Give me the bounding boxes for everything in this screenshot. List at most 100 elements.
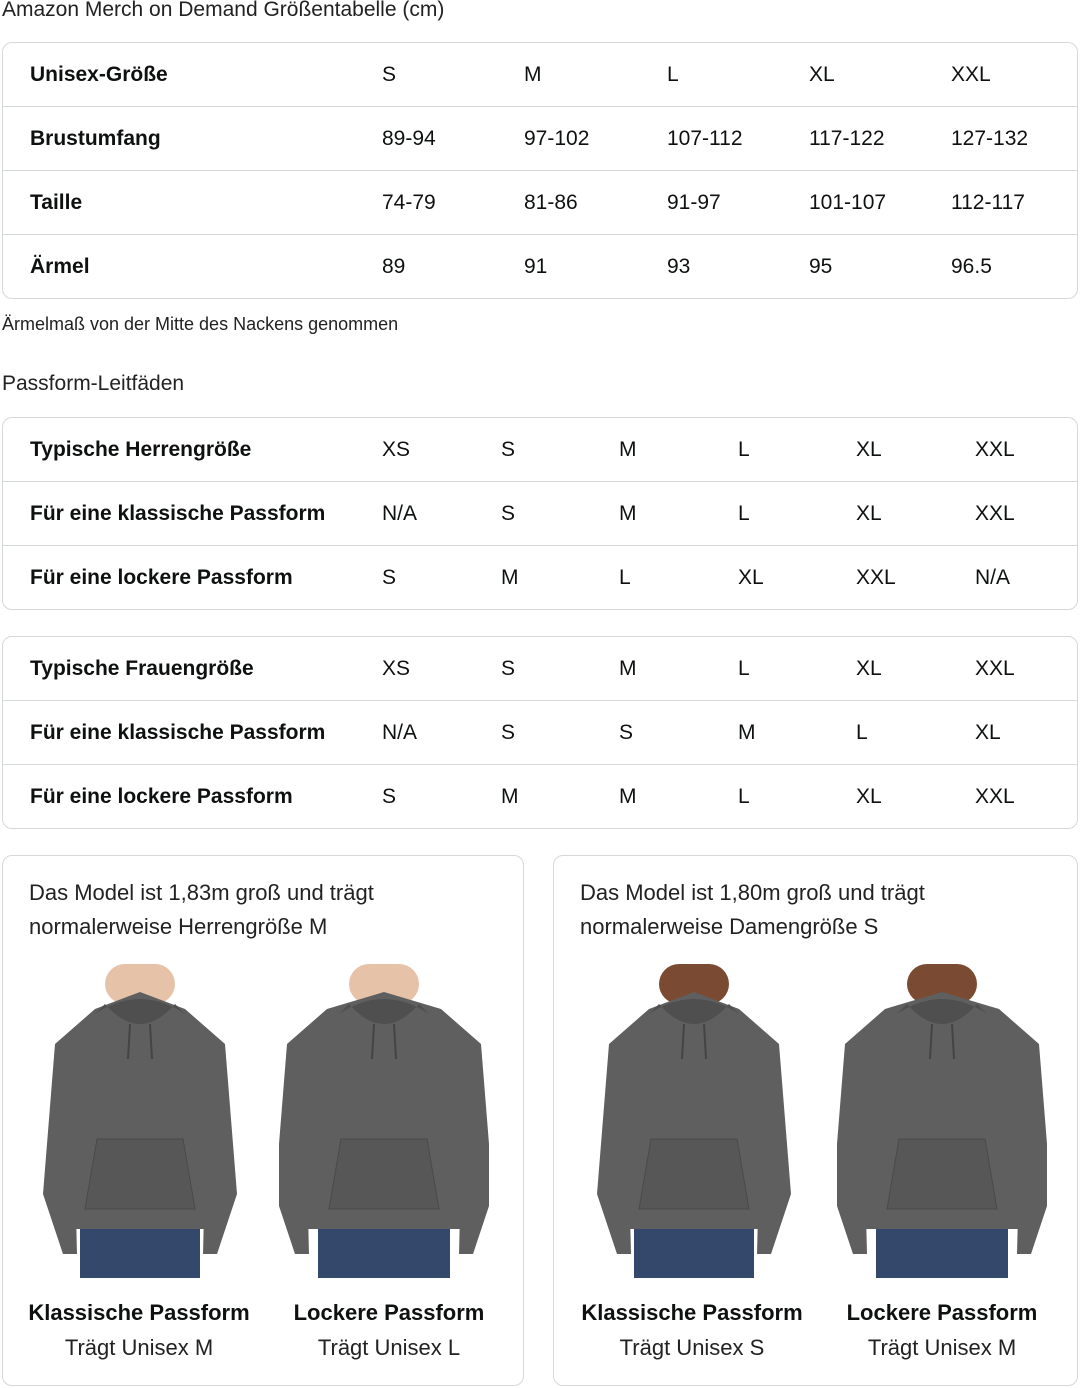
table-cell: S <box>501 656 516 680</box>
hoodie-body <box>43 992 237 1254</box>
table-cell: N/A <box>975 565 1011 589</box>
table-cell: 95 <box>809 254 833 278</box>
table-cell: S <box>501 437 516 461</box>
kangaroo-pocket <box>886 1138 998 1210</box>
fit-name: Klassische Passform <box>581 1300 803 1325</box>
fit-wears: Trägt Unisex M <box>64 1335 214 1360</box>
table-cell: 107-112 <box>667 126 743 150</box>
table-cell: 93 <box>667 254 691 278</box>
fit-wears: Trägt Unisex S <box>619 1335 765 1360</box>
table-row: Für eine klassische Passform N/A S S M L XL <box>3 700 1077 764</box>
table-cell: L <box>738 656 750 680</box>
table-row: Für eine lockere Passform S M L XL XXL N/A <box>3 545 1077 609</box>
table-cell: L <box>856 720 868 744</box>
table-cell: 112-117 <box>951 190 1025 214</box>
model-description: Das Model ist 1,80m groß und trägt norma… <box>580 880 925 939</box>
table-cell: XL <box>809 62 835 86</box>
fit-guide-title: Passform-Leitfäden <box>2 372 185 395</box>
table-cell: N/A <box>382 720 418 744</box>
unisex-size-table: Unisex-Größe S M L XL XXL Brustumfang 89-94 97-1… <box>2 42 1078 299</box>
kangaroo-pocket <box>638 1138 750 1210</box>
fit-wears: Trägt Unisex M <box>867 1335 1017 1360</box>
fit-name: Lockere Passform <box>293 1300 485 1325</box>
women-fit-table: Typische Frauengröße XS S M L XL XXL Für eine k… <box>2 636 1078 829</box>
table-cell: XXL <box>975 501 1015 525</box>
hoodie-photo-loose <box>833 964 1051 1278</box>
row-label: Für eine lockere Passform <box>30 565 293 589</box>
table-cell: M <box>619 437 637 461</box>
table-cell: XXL <box>975 784 1015 808</box>
fit-wears: Trägt Unisex L <box>317 1335 461 1360</box>
hood <box>649 999 739 1024</box>
table-row: Für eine klassische Passform N/A S M L XL XXL <box>3 481 1077 545</box>
table-cell: 101-107 <box>809 190 887 214</box>
table-cell: XL <box>856 501 882 525</box>
hood <box>95 999 185 1024</box>
table-cell: 81-86 <box>524 190 578 214</box>
table-cell: S <box>382 565 397 589</box>
table-cell: S <box>382 62 397 86</box>
table-cell: M <box>619 501 637 525</box>
table-cell: M <box>619 656 637 680</box>
table-row: Ärmel 89 91 93 95 96.5 <box>3 234 1077 298</box>
row-label: Für eine klassische Passform <box>30 501 326 525</box>
sleeve-note: Ärmelmaß von der Mitte des Nackens genom… <box>2 314 399 334</box>
row-label: Für eine lockere Passform <box>30 784 293 808</box>
hood <box>339 999 429 1024</box>
table-row: Typische Herrengröße XS S M L XL XXL <box>3 418 1077 481</box>
table-cell: XL <box>856 437 882 461</box>
table-cell: M <box>524 62 542 86</box>
table-cell: S <box>501 501 516 525</box>
model-neck <box>349 964 419 1004</box>
table-row: Für eine lockere Passform S M M L XL XXL <box>3 764 1077 828</box>
row-label: Brustumfang <box>30 126 161 150</box>
table-cell: M <box>501 565 519 589</box>
table-cell: 89 <box>382 254 406 278</box>
row-label: Typische Frauengröße <box>30 656 254 680</box>
table-cell: 97-102 <box>524 126 590 150</box>
row-label: Für eine klassische Passform <box>30 720 326 744</box>
row-label: Taille <box>30 190 83 214</box>
male-model-card: Das Model ist 1,83m groß und trägt norma… <box>2 855 524 1386</box>
table-cell: XXL <box>975 656 1015 680</box>
table-cell: S <box>382 784 397 808</box>
table-cell: L <box>619 565 631 589</box>
table-cell: XS <box>382 437 411 461</box>
table-cell: 127-132 <box>951 126 1029 150</box>
table-cell: L <box>738 437 750 461</box>
table-cell: XL <box>856 656 882 680</box>
model-neck <box>907 964 977 1004</box>
table-cell: 117-122 <box>809 126 885 150</box>
row-label: Unisex-Größe <box>30 62 168 86</box>
fit-name: Klassische Passform <box>28 1300 250 1325</box>
table-cell: XL <box>738 565 764 589</box>
table-cell: M <box>738 720 756 744</box>
female-model-card: Das Model ist 1,80m groß und trägt norma… <box>553 855 1078 1386</box>
table-cell: L <box>667 62 679 86</box>
table-cell: N/A <box>382 501 418 525</box>
table-row: Typische Frauengröße XS S M L XL XXL <box>3 637 1077 700</box>
table-cell: 96.5 <box>951 254 992 278</box>
model-neck <box>659 964 729 1004</box>
men-fit-table: Typische Herrengröße XS S M L XL XXL Für eine k… <box>2 417 1078 610</box>
table-row: Brustumfang 89-94 97-102 107-112 117-122 127-… <box>3 106 1077 170</box>
table-cell: XXL <box>975 437 1015 461</box>
table-row: Unisex-Größe S M L XL XXL <box>3 43 1077 106</box>
table-cell: 91-97 <box>667 190 721 214</box>
table-cell: M <box>619 784 637 808</box>
table-cell: 74-79 <box>382 190 436 214</box>
hoodie-body <box>597 992 791 1254</box>
table-cell: XXL <box>951 62 991 86</box>
table-cell: XL <box>856 784 882 808</box>
table-cell: XL <box>975 720 1001 744</box>
table-cell: L <box>738 501 750 525</box>
table-cell: XXL <box>856 565 896 589</box>
fit-name: Lockere Passform <box>846 1300 1038 1325</box>
kangaroo-pocket <box>328 1138 440 1210</box>
hoodie-photo-classic <box>35 964 245 1278</box>
table-cell: M <box>501 784 519 808</box>
row-label: Typische Herrengröße <box>30 437 252 461</box>
hood <box>897 999 987 1024</box>
kangaroo-pocket <box>84 1138 196 1210</box>
hoodie-photo-classic <box>589 964 799 1278</box>
